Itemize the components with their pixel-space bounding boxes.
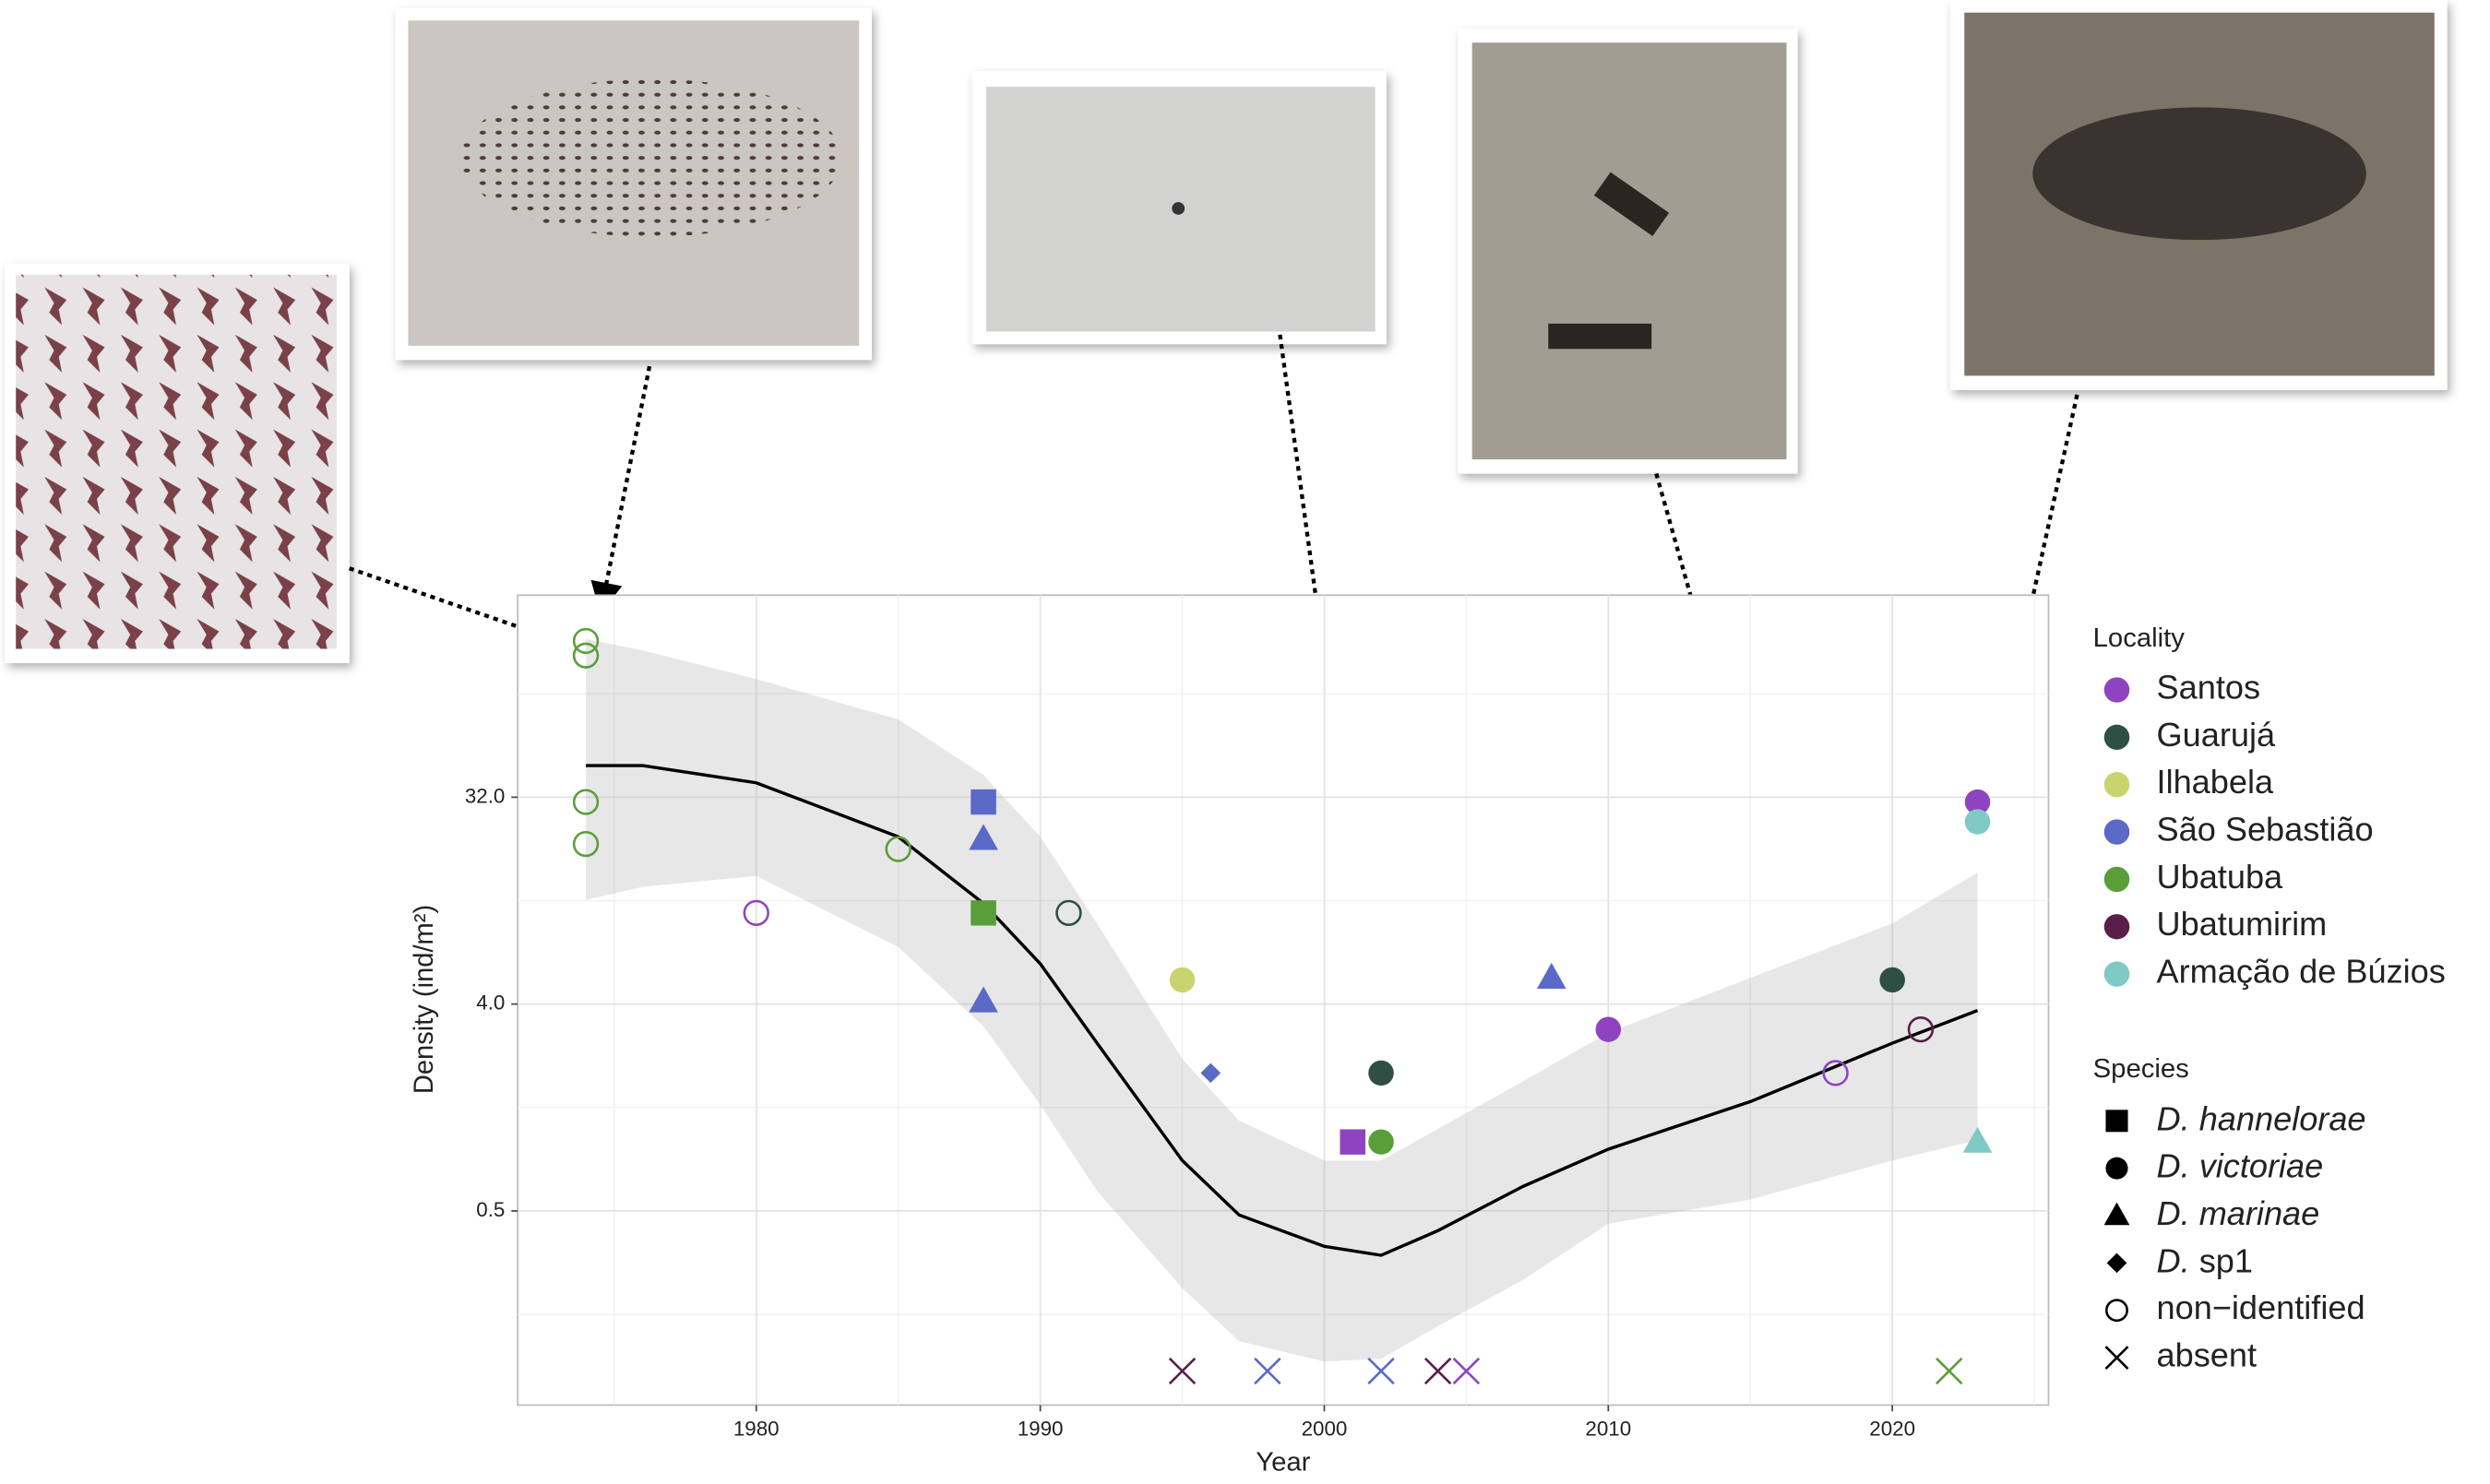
photo-detail	[460, 78, 842, 237]
marker-open-circle	[885, 836, 911, 862]
legend-label: D. victoriae	[2157, 1146, 2324, 1184]
legend-swatch	[2103, 772, 2130, 798]
species-epithet: sp1	[2199, 1241, 2253, 1279]
scaled-layer: 1980 1990 2000 2010 2020 0.5 4.0 32.0 Year Dens…	[5, 0, 2448, 1477]
photo	[1471, 42, 1787, 460]
y-tick-label: 0.5	[476, 1198, 505, 1221]
marker-triangle	[969, 986, 998, 1013]
marker-open-circle	[1907, 1016, 1935, 1043]
species-epithet: victoriae	[2199, 1146, 2324, 1184]
legend-title: Species	[2093, 1054, 2189, 1084]
legend-label: Ubatumirim	[2157, 905, 2328, 943]
legend-title: Locality	[2093, 623, 2186, 653]
legend-label: D. sp1	[2157, 1241, 2253, 1279]
marker-open-circle	[2105, 1299, 2128, 1323]
marker-diamond	[2106, 1252, 2127, 1274]
marker-open-circle	[572, 830, 600, 858]
legend-label: Guarujá	[2157, 716, 2277, 754]
species-genus: D.	[2157, 1146, 2199, 1184]
legend-label: D. hannelorae	[2157, 1099, 2366, 1137]
marker-square	[2105, 1110, 2128, 1133]
marker-triangle	[1962, 1126, 1993, 1153]
photo	[16, 274, 337, 649]
legend-swatch	[2103, 819, 2130, 845]
marker-x	[2104, 1346, 2129, 1370]
species-epithet: marinae	[2199, 1194, 2320, 1232]
marker-open-circle	[572, 789, 600, 815]
photos	[5, 0, 2448, 663]
species-genus: D.	[2157, 1194, 2199, 1232]
smooth-line	[586, 764, 1979, 1257]
marker-diamond	[1200, 1063, 1221, 1084]
marker-circle	[1368, 1060, 1394, 1086]
marker-open-circle	[572, 642, 600, 669]
x-axis-label: Year	[1256, 1447, 1310, 1477]
legend: Santos Guarujá Ilhabela São Sebastião Ubatub…	[2103, 669, 2446, 1374]
marker-x	[1424, 1357, 1452, 1385]
legend-label: non−identified	[2157, 1288, 2365, 1326]
species-genus: D.	[2157, 1099, 2199, 1137]
marker-circle	[1368, 1129, 1394, 1155]
legend-label: Ubatuba	[2157, 858, 2284, 896]
legend-label: Santos	[2157, 669, 2261, 706]
plot-area	[517, 594, 2050, 1407]
legend-label: Ilhabela	[2157, 763, 2275, 801]
confidence-band	[586, 638, 1978, 1362]
legend-swatch	[2103, 866, 2130, 893]
marker-circle	[2105, 1157, 2128, 1180]
legend-label: São Sebastião	[2157, 811, 2374, 849]
y-tick-label: 32.0	[465, 784, 506, 807]
marker-circle	[1964, 789, 1991, 815]
marker-circle	[1879, 967, 1905, 993]
arrow	[590, 365, 652, 614]
marker-open-circle	[743, 899, 769, 926]
marker-triangle	[969, 824, 998, 850]
photo-detail	[1593, 172, 1670, 237]
marker-triangle	[2103, 1202, 2130, 1226]
legend-label: absent	[2157, 1336, 2257, 1374]
marker-circle	[1169, 967, 1196, 993]
marker-open-circle	[572, 627, 600, 655]
x-tick-label: 2000	[1302, 1418, 1348, 1441]
legend-swatch	[2103, 724, 2130, 751]
marker-square	[1340, 1129, 1366, 1155]
marker-square	[971, 900, 996, 926]
legend-swatch	[2103, 914, 2130, 940]
marker-circle	[1964, 809, 1991, 835]
marker-open-circle	[1822, 1060, 1849, 1086]
plot	[572, 627, 1993, 1385]
marker-x	[1168, 1357, 1197, 1385]
y-tick-label: 4.0	[476, 991, 505, 1015]
legend-swatch	[2103, 961, 2130, 987]
marker-x	[1367, 1357, 1395, 1385]
marker-x	[1254, 1357, 1281, 1385]
x-tick-label: 1990	[1018, 1418, 1064, 1441]
x-tick-label: 1980	[733, 1418, 780, 1441]
species-genus: D.	[2157, 1241, 2199, 1279]
marker-circle	[1595, 1016, 1622, 1042]
x-tick-label: 2020	[1869, 1418, 1915, 1441]
arrow	[1654, 472, 1825, 1047]
legend-swatch	[2103, 677, 2130, 703]
marker-triangle	[1536, 962, 1567, 989]
species-epithet: hannelorae	[2199, 1099, 2366, 1137]
legend-label: D. marinae	[2157, 1194, 2320, 1232]
marker-x	[1936, 1357, 1963, 1385]
marker-open-circle	[1055, 899, 1082, 926]
legend-label: Armação de Búzios	[2157, 953, 2446, 991]
marker-x	[1452, 1357, 1481, 1385]
marker-square	[971, 789, 996, 815]
photo-detail	[2032, 107, 2366, 241]
grid: 1980 1990 2000 2010 2020 0.5 4.0 32.0	[465, 595, 2049, 1441]
y-axis-label: Density (ind/m²)	[410, 905, 439, 1094]
x-tick-label: 2010	[1585, 1418, 1631, 1441]
photo-detail	[1172, 202, 1185, 215]
photo-detail	[1548, 323, 1652, 350]
